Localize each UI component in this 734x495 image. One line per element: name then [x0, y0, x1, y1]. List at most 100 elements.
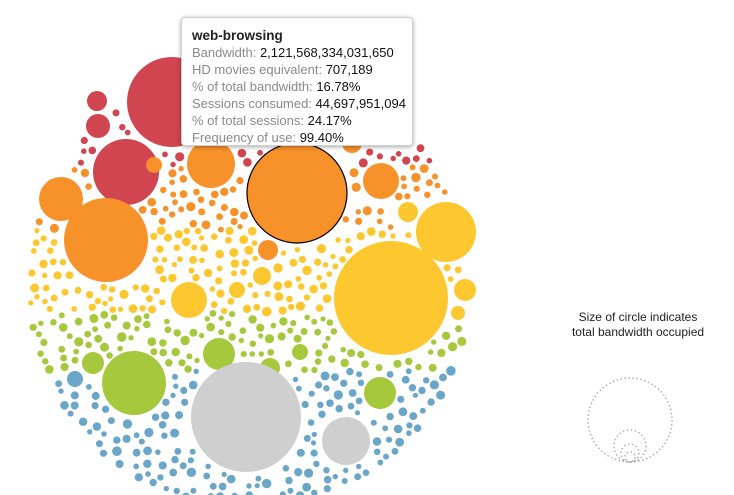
bubble-small[interactable]	[240, 269, 247, 276]
bubble-small[interactable]	[124, 129, 131, 136]
bubble-small[interactable]	[150, 232, 158, 240]
bubble-small[interactable]	[191, 244, 198, 251]
bubble-small[interactable]	[412, 392, 418, 398]
bubble-small[interactable]	[293, 334, 302, 343]
bubble-small[interactable]	[285, 476, 293, 485]
bubble-small[interactable]	[248, 315, 257, 324]
bubble-small[interactable]	[320, 316, 326, 322]
bubble-small[interactable]	[333, 390, 343, 400]
bubble-small[interactable]	[158, 217, 166, 225]
bubble-small[interactable]	[101, 431, 107, 437]
bubble-small[interactable]	[282, 465, 290, 472]
bubble-small[interactable]	[177, 256, 183, 263]
bubble-small[interactable]	[162, 205, 169, 212]
bubble-small[interactable]	[406, 430, 412, 437]
bubble-small[interactable]	[171, 455, 179, 464]
bubble-small[interactable]	[351, 182, 361, 192]
bubble-small[interactable]	[210, 233, 218, 240]
bubble-small[interactable]	[257, 149, 263, 156]
bubble-small[interactable]	[252, 292, 259, 299]
bubble-small[interactable]	[150, 207, 158, 216]
bubble-small[interactable]	[162, 151, 168, 158]
bubble-small[interactable]	[340, 358, 349, 368]
bubble-small[interactable]	[175, 152, 185, 162]
bubble-small[interactable]	[138, 438, 145, 445]
bubble-small[interactable]	[173, 487, 180, 495]
bubble-small[interactable]	[302, 482, 311, 492]
bubble-small[interactable]	[160, 186, 167, 194]
bubble-small[interactable]	[155, 449, 161, 456]
bubble-small[interactable]	[376, 218, 383, 225]
bubble-small[interactable]	[92, 326, 98, 332]
bubble-small[interactable]	[30, 248, 37, 254]
bubble-small[interactable]	[42, 298, 48, 305]
bubble-small[interactable]	[215, 277, 223, 285]
bubble-small[interactable]	[319, 282, 328, 290]
bubble-small[interactable]	[316, 274, 323, 281]
bubble-small[interactable]	[411, 172, 421, 183]
bubble-small[interactable]	[361, 360, 369, 369]
bubble-small[interactable]	[340, 379, 348, 387]
bubble-small[interactable]	[178, 166, 184, 172]
bubble-small[interactable]	[412, 155, 420, 163]
bubble-small[interactable]	[427, 398, 435, 406]
bubble-small[interactable]	[65, 271, 74, 280]
bubble-small[interactable]	[247, 282, 253, 288]
bubble-small[interactable]	[377, 208, 384, 215]
bubble-small[interactable]	[143, 446, 153, 456]
bubble-small[interactable]	[395, 192, 403, 201]
bubble-small[interactable]	[49, 223, 59, 233]
bubble[interactable]	[451, 306, 465, 320]
bubble-small[interactable]	[190, 487, 197, 494]
bubble-small[interactable]	[100, 283, 108, 291]
bubble[interactable]	[203, 338, 235, 370]
bubble-small[interactable]	[161, 432, 168, 439]
bubble-small[interactable]	[40, 338, 48, 346]
bubble-small[interactable]	[301, 400, 309, 409]
bubble-small[interactable]	[366, 227, 376, 236]
bubble-small[interactable]	[226, 474, 236, 484]
bubble-small[interactable]	[169, 211, 176, 218]
bubble-small[interactable]	[159, 275, 167, 283]
bubble-small[interactable]	[441, 189, 448, 195]
bubble-small[interactable]	[37, 350, 44, 357]
bubble-small[interactable]	[162, 398, 170, 406]
bubble-small[interactable]	[47, 247, 54, 254]
bubble-small[interactable]	[401, 183, 407, 190]
bubble-small[interactable]	[197, 196, 205, 203]
bubble-small[interactable]	[243, 158, 252, 167]
bubble-small[interactable]	[80, 168, 90, 178]
bubble-small[interactable]	[300, 328, 308, 335]
bubble-small[interactable]	[395, 437, 405, 447]
bubble-small[interactable]	[95, 440, 103, 448]
bubble-small[interactable]	[225, 226, 234, 236]
bubble-small[interactable]	[405, 368, 412, 375]
bubble-small[interactable]	[376, 153, 383, 160]
bubble-small[interactable]	[70, 391, 79, 400]
bubble-small[interactable]	[383, 453, 389, 460]
bubble-small[interactable]	[229, 311, 236, 318]
bubble-small[interactable]	[252, 255, 258, 262]
bubble-small[interactable]	[258, 333, 264, 339]
bubble-small[interactable]	[101, 405, 110, 413]
bubble-small[interactable]	[401, 375, 410, 384]
bubble-small[interactable]	[446, 366, 456, 376]
bubble-small[interactable]	[455, 325, 462, 333]
bubble-small[interactable]	[280, 250, 287, 256]
bubble-small[interactable]	[164, 326, 172, 334]
bubble-small[interactable]	[143, 320, 151, 329]
bubble-small[interactable]	[209, 482, 217, 490]
bubble-small[interactable]	[322, 342, 329, 349]
bubble-small[interactable]	[405, 232, 412, 239]
bubble-small[interactable]	[218, 315, 224, 321]
bubble-small[interactable]	[295, 276, 302, 282]
bubble-small[interactable]	[189, 255, 198, 264]
bubble-small[interactable]	[218, 329, 225, 336]
bubble-small[interactable]	[294, 468, 303, 477]
bubble-small[interactable]	[178, 206, 185, 213]
bubble-small[interactable]	[296, 448, 305, 457]
bubble-small[interactable]	[46, 305, 53, 313]
bubble-small[interactable]	[204, 316, 210, 322]
bubble-small[interactable]	[416, 144, 425, 153]
bubble-small[interactable]	[335, 405, 343, 413]
